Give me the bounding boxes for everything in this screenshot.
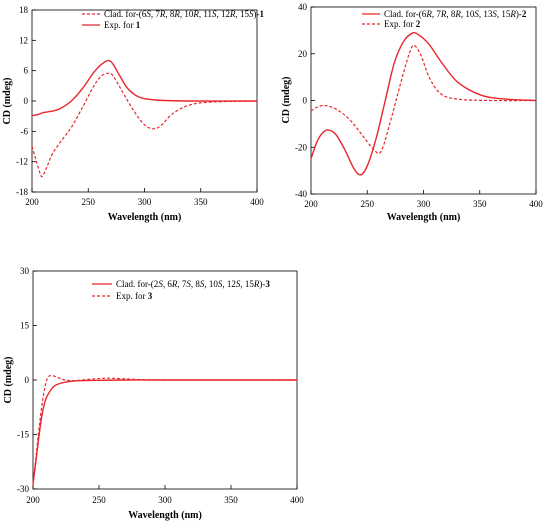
series-line-solid xyxy=(310,32,537,176)
panel-a-ytick: -12 xyxy=(16,157,28,167)
panel-b-xtick: 350 xyxy=(473,199,487,209)
panel-b-ytick: 20 xyxy=(298,49,308,59)
panel-b-legend: Clad. for-(6R, 7R, 8R, 10S, 13S, 15R)-2 … xyxy=(362,9,527,29)
panel-c-xtick: 250 xyxy=(92,495,106,505)
series-line-dashed xyxy=(31,72,258,178)
panel-a-xtick: 200 xyxy=(25,197,39,207)
panel-b-ticks xyxy=(310,6,537,195)
panel-a-ytick: 12 xyxy=(19,35,28,45)
panel-b-xtick: 250 xyxy=(361,199,375,209)
panel-b-ytick: -20 xyxy=(295,142,307,152)
panel-c-ylabel: CD (mdeg) xyxy=(3,357,14,404)
panel-c-ytick: 0 xyxy=(25,375,30,385)
panel-c-ticks xyxy=(32,270,298,490)
panel-a-legend: Clad. for-(6S, 7R, 8R, 10R, 11S, 12R, 15… xyxy=(82,9,264,30)
panel-c: 200 250 300 350 400 30 15 0 -15 -30 Wave… xyxy=(3,266,304,521)
panel-a-ytick: -6 xyxy=(21,126,29,136)
panel-b-xlabel: Wavelength (nm) xyxy=(387,212,461,223)
panel-a: 200 250 300 350 400 18 12 6 0 -6 -12 -18… xyxy=(2,5,264,223)
panel-a-xtick: 400 xyxy=(250,197,264,207)
panel-a-ylabel: CD (mdeg) xyxy=(2,78,13,125)
panel-b-xtick: 300 xyxy=(417,199,431,209)
panel-c-legend: Clad. for-(2S, 6R, 7S, 8S, 10S, 12S, 15R… xyxy=(92,279,270,301)
series-line-dashed xyxy=(32,375,298,486)
panel-a-xtick: 300 xyxy=(138,197,152,207)
panel-b-ytick: -40 xyxy=(295,189,307,199)
panel-c-xtick: 200 xyxy=(26,495,40,505)
panel-b-ytick: 0 xyxy=(303,96,308,106)
panel-b-frame xyxy=(310,6,537,195)
panel-b-xtick: 200 xyxy=(304,199,318,209)
panel-c-xtick: 300 xyxy=(158,495,172,505)
panel-c-ytick: -15 xyxy=(17,430,29,440)
panel-a-xtick: 250 xyxy=(82,197,96,207)
panel-a-ticks xyxy=(31,9,258,193)
legend-label: Clad. for-(2S, 6R, 7S, 8S, 10S, 12S, 15R… xyxy=(116,279,270,289)
series-line-solid xyxy=(32,379,297,484)
panel-c-xlabel: Wavelength (nm) xyxy=(128,510,202,521)
panel-b-series xyxy=(310,32,537,176)
panel-a-series xyxy=(31,59,258,178)
panel-b: 200 250 300 350 400 40 20 0 -20 -40 Wave… xyxy=(281,2,543,223)
panel-a-ytick: 18 xyxy=(19,5,29,15)
legend-label: Exp. for 1 xyxy=(104,20,141,30)
panel-c-series xyxy=(32,375,298,486)
panel-c-ytick: 30 xyxy=(20,266,30,276)
legend-label: Clad. for-(6S, 7R, 8R, 10R, 11S, 12R, 15… xyxy=(104,9,264,19)
panel-c-xtick: 400 xyxy=(290,495,304,505)
legend-label: Exp. for 3 xyxy=(116,291,153,301)
panel-a-ytick: -18 xyxy=(16,187,28,197)
panel-a-xlabel: Wavelength (nm) xyxy=(108,212,182,223)
panel-b-ylabel: CD (mdeg) xyxy=(281,77,292,124)
panel-c-ytick: 15 xyxy=(20,321,30,331)
panel-c-xtick: 350 xyxy=(224,495,238,505)
panel-a-ytick: 6 xyxy=(24,66,29,76)
panel-a-ytick: 0 xyxy=(24,96,29,106)
panel-c-ytick: -30 xyxy=(17,484,29,494)
panel-b-ytick: 40 xyxy=(298,2,308,12)
legend-label: Clad. for-(6R, 7R, 8R, 10S, 13S, 15R)-2 xyxy=(384,9,527,19)
series-line-dashed xyxy=(310,44,537,155)
panel-b-xtick: 400 xyxy=(529,199,543,209)
legend-label: Exp. for 2 xyxy=(384,19,421,29)
series-line-solid xyxy=(31,59,258,117)
panel-a-xtick: 350 xyxy=(194,197,208,207)
